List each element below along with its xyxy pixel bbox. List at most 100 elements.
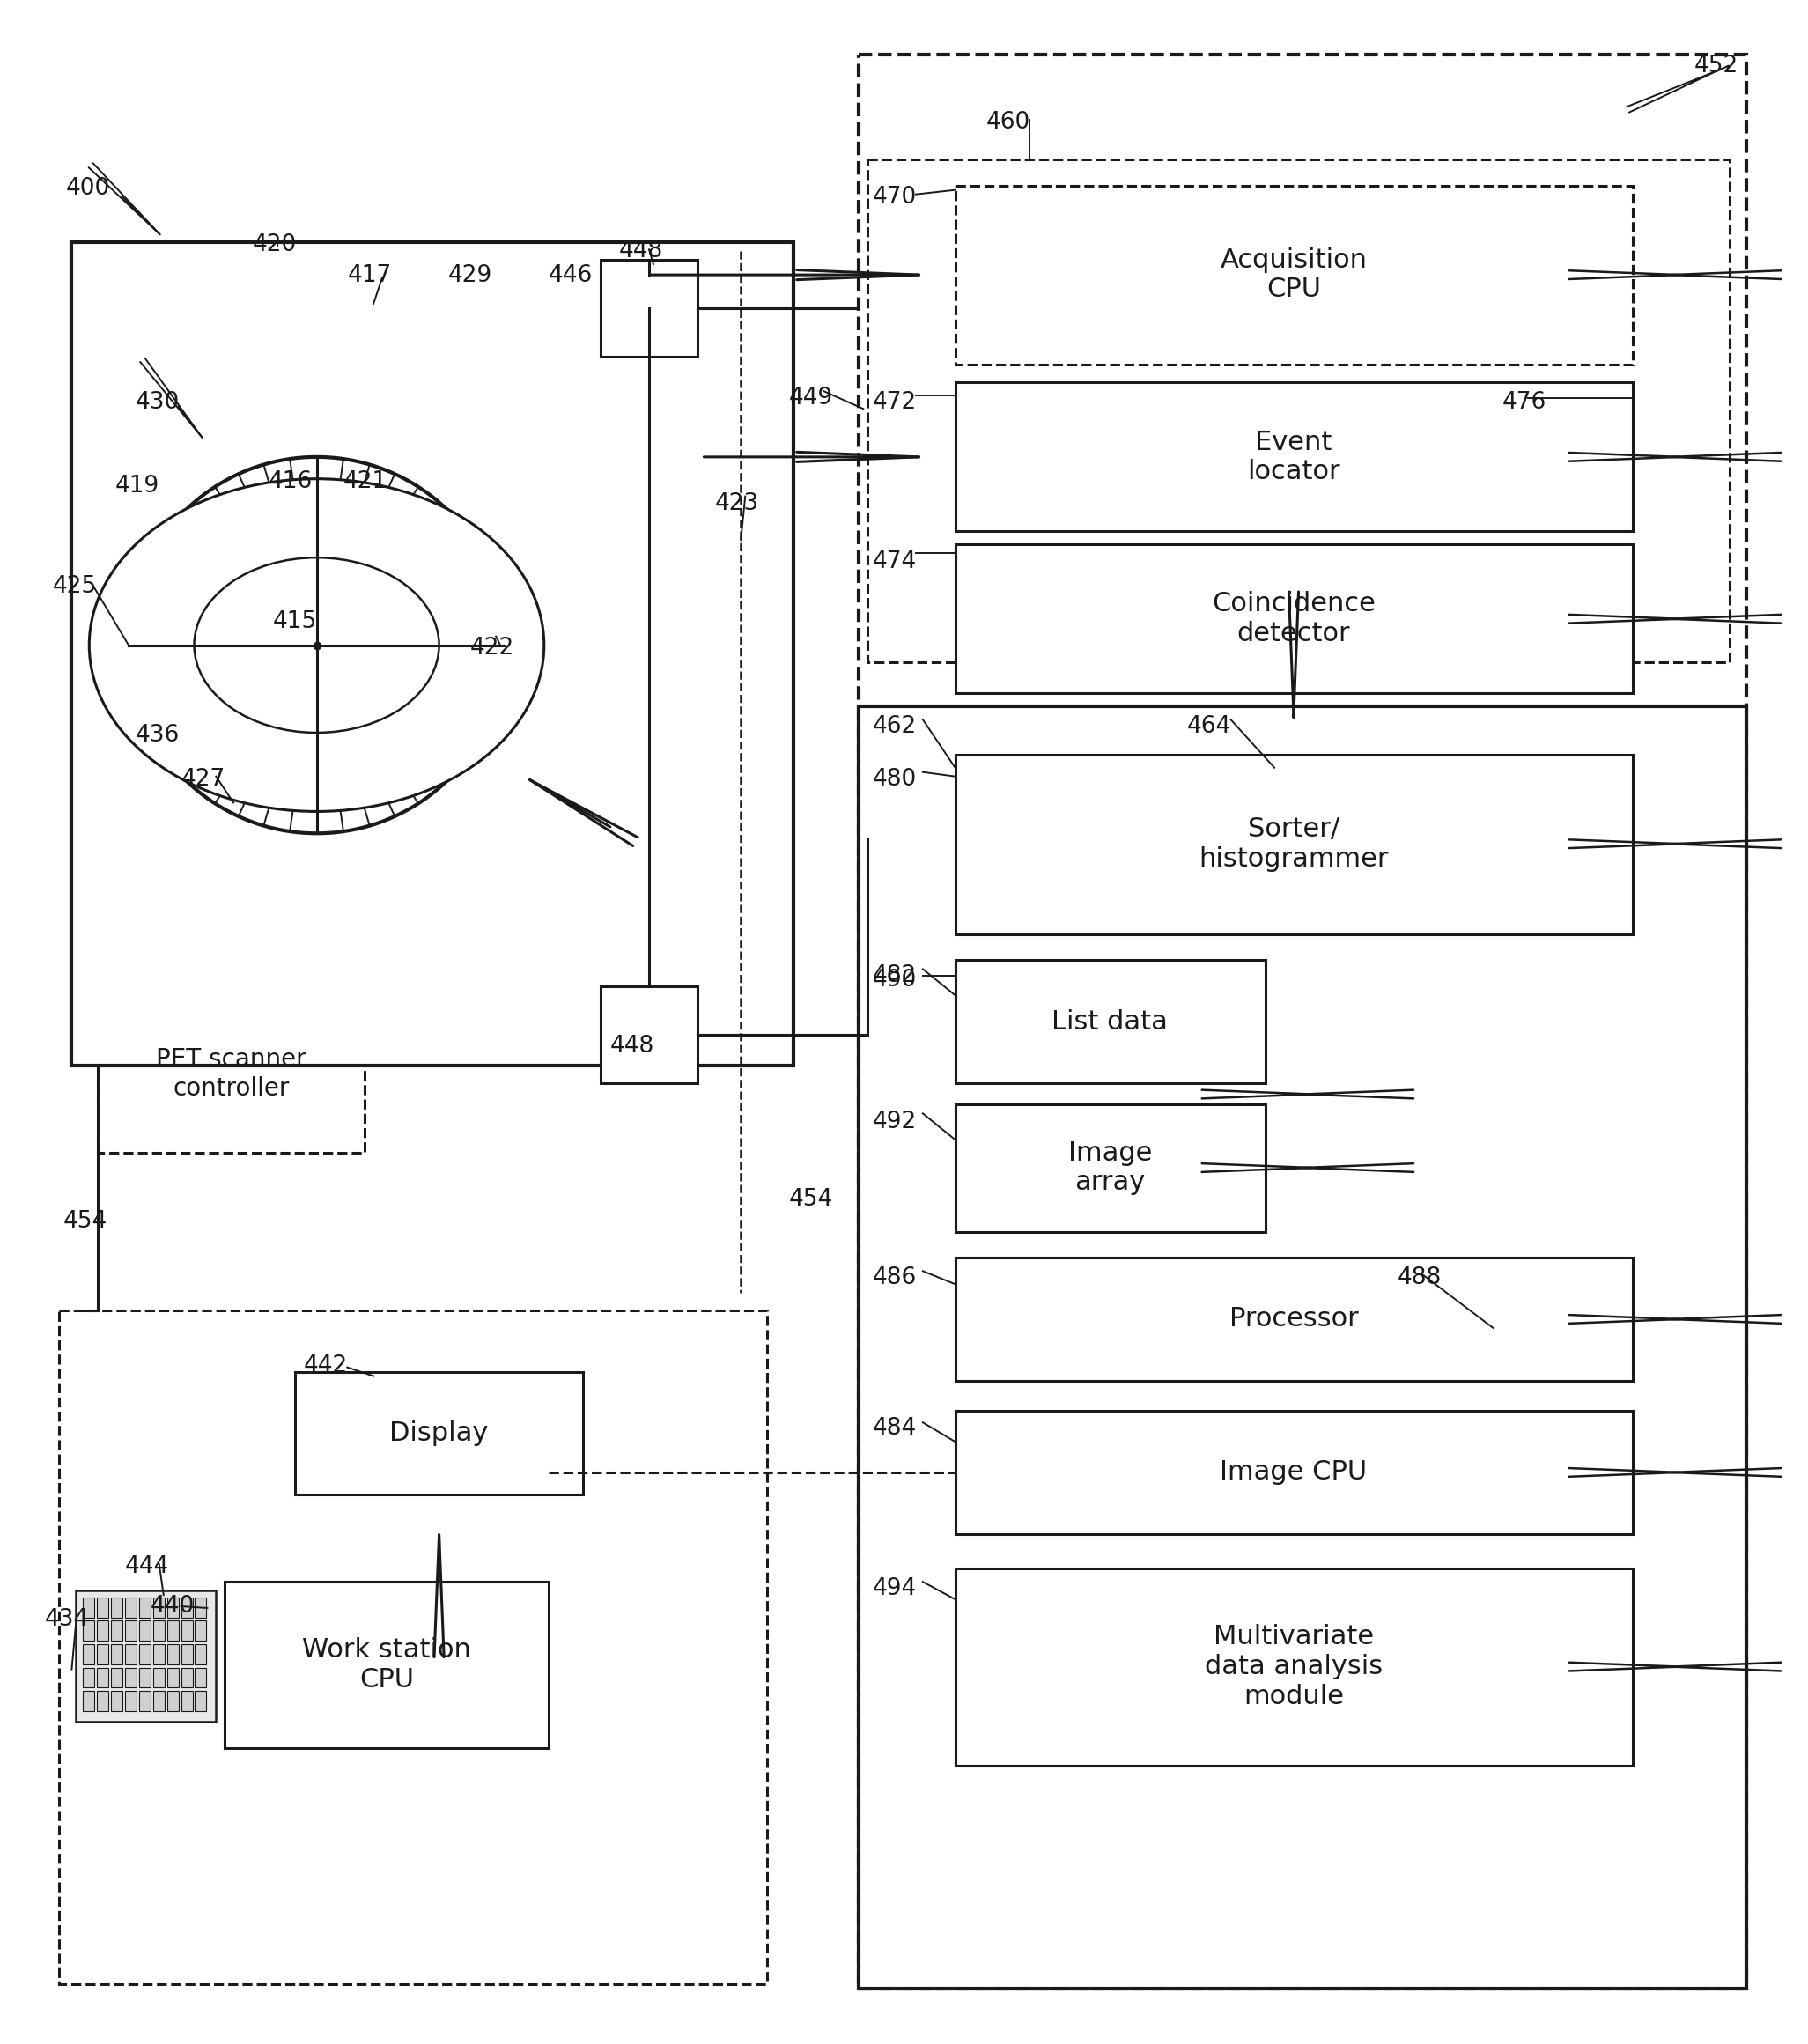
Text: 421: 421 [344, 470, 387, 493]
Bar [181, 1621, 192, 1641]
Text: 446: 446 [548, 264, 593, 288]
Bar [195, 1668, 206, 1688]
Bar [295, 1372, 584, 1494]
Bar [166, 1598, 179, 1617]
Bar [98, 1668, 108, 1688]
Text: Image
array: Image array [1069, 1141, 1152, 1196]
Text: Coincidence
detector: Coincidence detector [1211, 591, 1376, 646]
Bar [955, 1104, 1266, 1233]
Text: 449: 449 [788, 386, 833, 409]
Bar [955, 1568, 1633, 1766]
Text: 484: 484 [871, 1416, 917, 1441]
Text: PET scanner
controller: PET scanner controller [155, 1047, 306, 1100]
Text: 472: 472 [871, 390, 917, 415]
Text: 462: 462 [871, 715, 917, 738]
Bar [139, 1668, 150, 1688]
Text: 454: 454 [788, 1188, 833, 1210]
Text: Event
locator: Event locator [1248, 429, 1340, 484]
Bar [139, 1643, 150, 1664]
Text: 417: 417 [347, 264, 392, 288]
Bar [125, 1598, 136, 1617]
Text: 464: 464 [1188, 715, 1231, 738]
Bar [955, 544, 1633, 693]
Text: Display: Display [389, 1421, 488, 1445]
Bar [139, 1690, 150, 1711]
Text: 454: 454 [63, 1210, 107, 1233]
Text: 420: 420 [253, 233, 297, 258]
Text: Image CPU: Image CPU [1220, 1459, 1367, 1486]
Text: 422: 422 [470, 636, 513, 660]
Text: 448: 448 [609, 1034, 654, 1057]
Text: 492: 492 [871, 1110, 917, 1134]
Text: Processor: Processor [1229, 1306, 1358, 1333]
Bar [154, 1668, 165, 1688]
Bar [955, 1410, 1633, 1533]
Bar [600, 987, 698, 1083]
Ellipse shape [193, 558, 439, 732]
Bar [166, 1621, 179, 1641]
Text: 444: 444 [125, 1555, 170, 1578]
Bar [58, 1310, 767, 1985]
Text: 425: 425 [52, 574, 98, 599]
Text: 460: 460 [985, 110, 1031, 135]
Bar [868, 159, 1728, 662]
Text: 434: 434 [45, 1609, 89, 1631]
Bar [98, 995, 365, 1153]
Text: 429: 429 [448, 264, 492, 288]
Bar [83, 1668, 94, 1688]
Bar [110, 1643, 123, 1664]
Text: 416: 416 [269, 470, 313, 493]
Bar [83, 1643, 94, 1664]
Text: 452: 452 [1694, 55, 1739, 78]
Bar [955, 1257, 1633, 1380]
Bar [83, 1598, 94, 1617]
Bar [166, 1668, 179, 1688]
Bar [125, 1643, 136, 1664]
Bar [125, 1690, 136, 1711]
Bar [859, 707, 1747, 1989]
Text: Sorter/
histogrammer: Sorter/ histogrammer [1199, 816, 1389, 871]
Bar [195, 1690, 206, 1711]
Bar [76, 1590, 215, 1721]
Text: 488: 488 [1398, 1267, 1441, 1290]
Bar [110, 1690, 123, 1711]
Bar [154, 1643, 165, 1664]
Bar [195, 1598, 206, 1617]
Text: 448: 448 [618, 239, 664, 264]
Bar [859, 55, 1747, 1989]
Bar [98, 1598, 108, 1617]
Bar [166, 1690, 179, 1711]
Bar [72, 243, 794, 1065]
Bar [195, 1643, 206, 1664]
Bar [955, 754, 1633, 934]
Text: 470: 470 [871, 186, 917, 208]
Bar [181, 1668, 192, 1688]
Text: 430: 430 [136, 390, 179, 415]
Text: Work station
CPU: Work station CPU [302, 1637, 472, 1692]
Bar [600, 260, 698, 356]
Bar [955, 961, 1266, 1083]
Bar [166, 1643, 179, 1664]
Bar [154, 1690, 165, 1711]
Ellipse shape [89, 478, 544, 811]
Bar [125, 1668, 136, 1688]
Bar [125, 1621, 136, 1641]
Text: 400: 400 [65, 178, 110, 200]
Text: 440: 440 [150, 1594, 195, 1619]
Bar [224, 1582, 548, 1748]
Bar [154, 1598, 165, 1617]
Text: 427: 427 [181, 769, 226, 791]
Text: 486: 486 [871, 1267, 917, 1290]
Bar [181, 1598, 192, 1617]
Text: Multivariate
data analysis
module: Multivariate data analysis module [1204, 1625, 1383, 1709]
Text: 423: 423 [714, 493, 759, 515]
Bar [98, 1621, 108, 1641]
Text: 476: 476 [1502, 390, 1546, 415]
Text: 494: 494 [871, 1578, 917, 1600]
Bar [955, 382, 1633, 531]
Text: 442: 442 [304, 1355, 347, 1378]
Text: 490: 490 [871, 969, 917, 991]
Text: 436: 436 [136, 724, 179, 746]
Bar [98, 1690, 108, 1711]
Bar [110, 1598, 123, 1617]
